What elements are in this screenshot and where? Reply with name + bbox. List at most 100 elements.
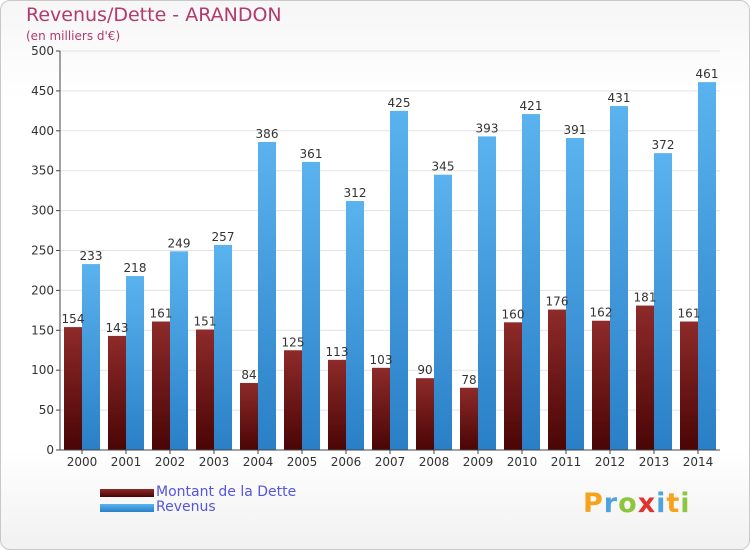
bar-dette [680, 321, 698, 450]
y-tick-label: 0 [46, 443, 54, 457]
bar-dette [416, 378, 434, 450]
data-label-dette: 125 [282, 335, 305, 349]
bar-dette [196, 329, 214, 450]
data-label-revenus: 361 [300, 147, 323, 161]
bar-dette [328, 359, 346, 450]
bar-revenus [654, 153, 672, 451]
data-label-revenus: 233 [80, 249, 103, 263]
bar-dette [372, 367, 390, 450]
bar-revenus [82, 264, 100, 450]
legend-label-debt: Montant de la Dette [156, 484, 297, 500]
bar-dette [548, 309, 566, 450]
bar-revenus [302, 161, 320, 450]
bar-dette [636, 305, 654, 450]
legend-swatch-debt [100, 489, 154, 497]
data-label-dette: 103 [370, 353, 393, 367]
bar-revenus [214, 244, 232, 450]
data-label-revenus: 421 [520, 99, 543, 113]
data-label-dette: 78 [461, 373, 476, 387]
x-tick-label: 2008 [419, 455, 450, 469]
x-tick-label: 2006 [331, 455, 362, 469]
bar-revenus [698, 82, 716, 450]
data-label-revenus: 257 [212, 230, 235, 244]
bar-revenus [478, 136, 496, 451]
bars [64, 82, 716, 451]
x-tick-label: 2002 [155, 455, 186, 469]
y-tick-label: 350 [31, 164, 54, 178]
data-label-revenus: 249 [168, 236, 191, 250]
x-tick-label: 2013 [639, 455, 670, 469]
data-label-revenus: 431 [608, 91, 631, 105]
data-label-dette: 176 [546, 295, 569, 309]
x-tick-label: 2007 [375, 455, 406, 469]
bar-revenus [258, 141, 276, 451]
x-tick-label: 2009 [463, 455, 494, 469]
data-label-revenus: 391 [564, 123, 587, 137]
x-tick-label: 2004 [243, 455, 274, 469]
bar-dette [108, 335, 126, 450]
x-tick-label: 2011 [551, 455, 582, 469]
data-label-revenus: 393 [476, 121, 499, 135]
bar-dette [64, 327, 82, 450]
logo-letter: r [603, 488, 619, 519]
legend-swatch-revenue [100, 504, 154, 512]
y-tick-label: 200 [31, 283, 54, 297]
axes: 0 50 100 150 200 250 300 350 400 450 500 2000 2001 20… [31, 44, 720, 469]
legend-label-revenue: Revenus [156, 499, 216, 515]
chart-subtitle: (en milliers d'€) [26, 29, 121, 43]
proxiti-logo: Proxiti [583, 488, 691, 519]
y-tick-label: 450 [31, 84, 54, 98]
data-label-revenus: 461 [696, 67, 719, 81]
logo-letter: P [583, 488, 604, 519]
logo-letter: t [666, 488, 681, 519]
data-label-revenus: 312 [344, 186, 367, 200]
bar-revenus [566, 137, 584, 450]
chart-title: Revenus/Dette - ARANDON [26, 4, 282, 26]
data-label-dette: 181 [634, 291, 657, 305]
y-tick-label: 300 [31, 204, 54, 218]
bar-dette [504, 322, 522, 450]
x-tick-label: 2005 [287, 455, 318, 469]
data-label-dette: 160 [502, 307, 525, 321]
data-label-dette: 161 [678, 307, 701, 321]
logo-letter: i [656, 488, 667, 519]
y-tick-label: 500 [31, 44, 54, 58]
y-tick-label: 400 [31, 124, 54, 138]
bar-revenus [434, 174, 452, 450]
data-label-dette: 161 [150, 307, 173, 321]
data-label-dette: 84 [241, 368, 256, 382]
x-tick-label: 2003 [199, 455, 230, 469]
data-label-revenus: 345 [432, 160, 455, 174]
logo-letter: x [637, 488, 657, 519]
x-tick-label: 2012 [595, 455, 626, 469]
bar-revenus [390, 110, 408, 450]
x-tick-label: 2010 [507, 455, 538, 469]
data-label-dette: 143 [106, 321, 129, 335]
bar-dette [152, 321, 170, 450]
bar-dette [240, 382, 258, 450]
data-label-revenus: 372 [652, 138, 675, 152]
data-label-revenus: 218 [124, 261, 147, 275]
x-tick-label: 2014 [683, 455, 714, 469]
bar-revenus [170, 251, 188, 450]
bar-revenus [346, 201, 364, 450]
bar-dette [460, 387, 478, 450]
y-tick-label: 250 [31, 244, 54, 258]
x-tick-label: 2001 [111, 455, 142, 469]
data-label-revenus: 386 [256, 127, 279, 141]
data-label-dette: 162 [590, 306, 613, 320]
x-tick-label: 2000 [67, 455, 98, 469]
bar-dette [284, 350, 302, 450]
data-label-revenus: 425 [388, 96, 411, 110]
data-label-dette: 113 [326, 345, 349, 359]
bar-revenus [522, 114, 540, 451]
logo-letter: o [618, 488, 638, 519]
y-tick-label: 150 [31, 323, 54, 337]
data-label-dette: 154 [62, 312, 85, 326]
data-label-dette: 151 [194, 315, 217, 329]
data-labels: 154 233 143 218 161 249 151 257 84 386 125 361 113 31… [62, 67, 719, 387]
bar-dette [592, 320, 610, 450]
logo-letter: i [680, 488, 691, 519]
bar-revenus [126, 276, 144, 450]
